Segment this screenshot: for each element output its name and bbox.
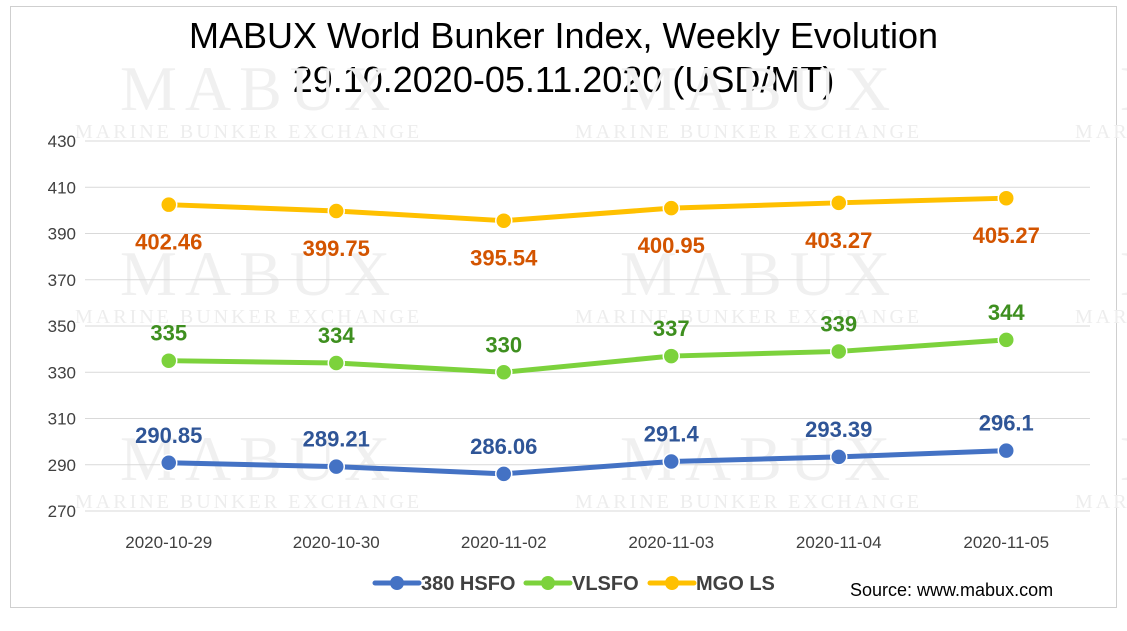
source-note: Source: www.mabux.com (850, 580, 1054, 600)
y-tick-label: 330 (48, 363, 76, 382)
legend-label: 380 HSFO (421, 573, 515, 595)
watermark-tagline: MARINE BUNKER EXCHANGE (1075, 306, 1127, 328)
data-point (160, 351, 178, 370)
legend-marker (541, 576, 555, 590)
y-tick-label: 410 (48, 178, 76, 197)
data-point (327, 354, 345, 372)
series-line (166, 448, 1009, 477)
chart-title-line1: MABUX World Bunker Index, Weekly Evoluti… (189, 15, 938, 56)
data-point (662, 452, 680, 471)
data-point (495, 465, 513, 483)
data-label: 330 (485, 332, 522, 357)
data-point (997, 441, 1015, 460)
legend-label: MGO LS (696, 573, 775, 595)
data-point (495, 211, 513, 230)
data-point (830, 448, 848, 466)
data-point (662, 199, 680, 217)
data-label: 334 (318, 323, 355, 348)
data-point (830, 194, 848, 212)
data-point (327, 457, 345, 476)
watermark-tagline: MARINE BUNKER EXCHANGE (1075, 121, 1127, 143)
data-label: 399.75 (303, 236, 370, 261)
data-label: 286.06 (470, 434, 537, 459)
watermark-logo-text: MABUX (620, 53, 898, 124)
y-tick-label: 370 (48, 271, 76, 290)
data-label: 291.4 (644, 422, 700, 447)
data-point (160, 195, 178, 214)
x-tick-label: 2020-11-02 (461, 533, 547, 552)
watermark-tagline: MARINE BUNKER EXCHANGE (75, 121, 422, 143)
x-tick-label: 2020-11-04 (796, 533, 882, 552)
x-tick-label: 2020-11-03 (628, 533, 714, 552)
legend-marker (390, 576, 404, 590)
watermark-logo-text: MABUX (120, 53, 398, 124)
y-tick-label: 430 (48, 132, 76, 151)
data-point (327, 202, 345, 220)
y-tick-label: 290 (48, 456, 76, 475)
legend-marker (665, 576, 679, 590)
series-line (166, 337, 1009, 375)
data-point (662, 347, 680, 365)
watermark-logo-text: MABUX (120, 238, 398, 309)
watermark-logo-text: MABUX (1120, 238, 1127, 309)
data-point (495, 363, 513, 381)
data-label: 337 (653, 316, 690, 341)
watermark-tagline: MARINE BUNKER EXCHANGE (75, 306, 422, 328)
data-point (997, 331, 1015, 349)
chart-title-line2: 29.10.2020-05.11.2020 (USD/MT) (292, 59, 835, 100)
watermark-tagline: MARINE BUNKER EXCHANGE (1075, 491, 1127, 513)
data-label: 405.27 (973, 223, 1040, 248)
watermark-logo-text: MABUX (620, 238, 898, 309)
watermark-logo-text: MABUX (1120, 423, 1127, 494)
data-point (830, 342, 848, 361)
watermark-tagline: MARINE BUNKER EXCHANGE (575, 491, 922, 513)
data-label: 290.85 (135, 423, 202, 448)
x-tick-label: 2020-10-29 (125, 533, 212, 552)
data-point (997, 189, 1015, 207)
x-tick-label: 2020-10-30 (293, 533, 380, 552)
y-tick-label: 350 (48, 317, 76, 336)
watermark-logo-text: MABUX (1120, 53, 1127, 124)
data-label: 402.46 (135, 230, 202, 255)
data-label: 400.95 (638, 233, 705, 258)
data-label: 293.39 (805, 417, 872, 442)
data-label: 335 (150, 321, 187, 346)
watermark-tagline: MARINE BUNKER EXCHANGE (575, 121, 922, 143)
data-label: 296.1 (979, 411, 1034, 436)
data-point (160, 454, 178, 472)
y-tick-label: 270 (48, 502, 76, 521)
y-tick-label: 390 (48, 225, 76, 244)
x-tick-label: 2020-11-05 (963, 533, 1049, 552)
data-label: 339 (820, 311, 857, 336)
watermark-tagline: MARINE BUNKER EXCHANGE (575, 306, 922, 328)
series-line (166, 195, 1009, 224)
data-label: 395.54 (470, 246, 538, 271)
chart-title: MABUX World Bunker Index, Weekly Evoluti… (0, 14, 1127, 102)
data-label: 344 (988, 300, 1025, 325)
y-tick-label: 310 (48, 410, 76, 429)
data-label: 289.21 (303, 427, 370, 452)
chart-frame (10, 6, 1117, 608)
data-label: 403.27 (805, 228, 872, 253)
legend-label: VLSFO (572, 573, 639, 595)
watermark-tagline: MARINE BUNKER EXCHANGE (75, 491, 422, 513)
